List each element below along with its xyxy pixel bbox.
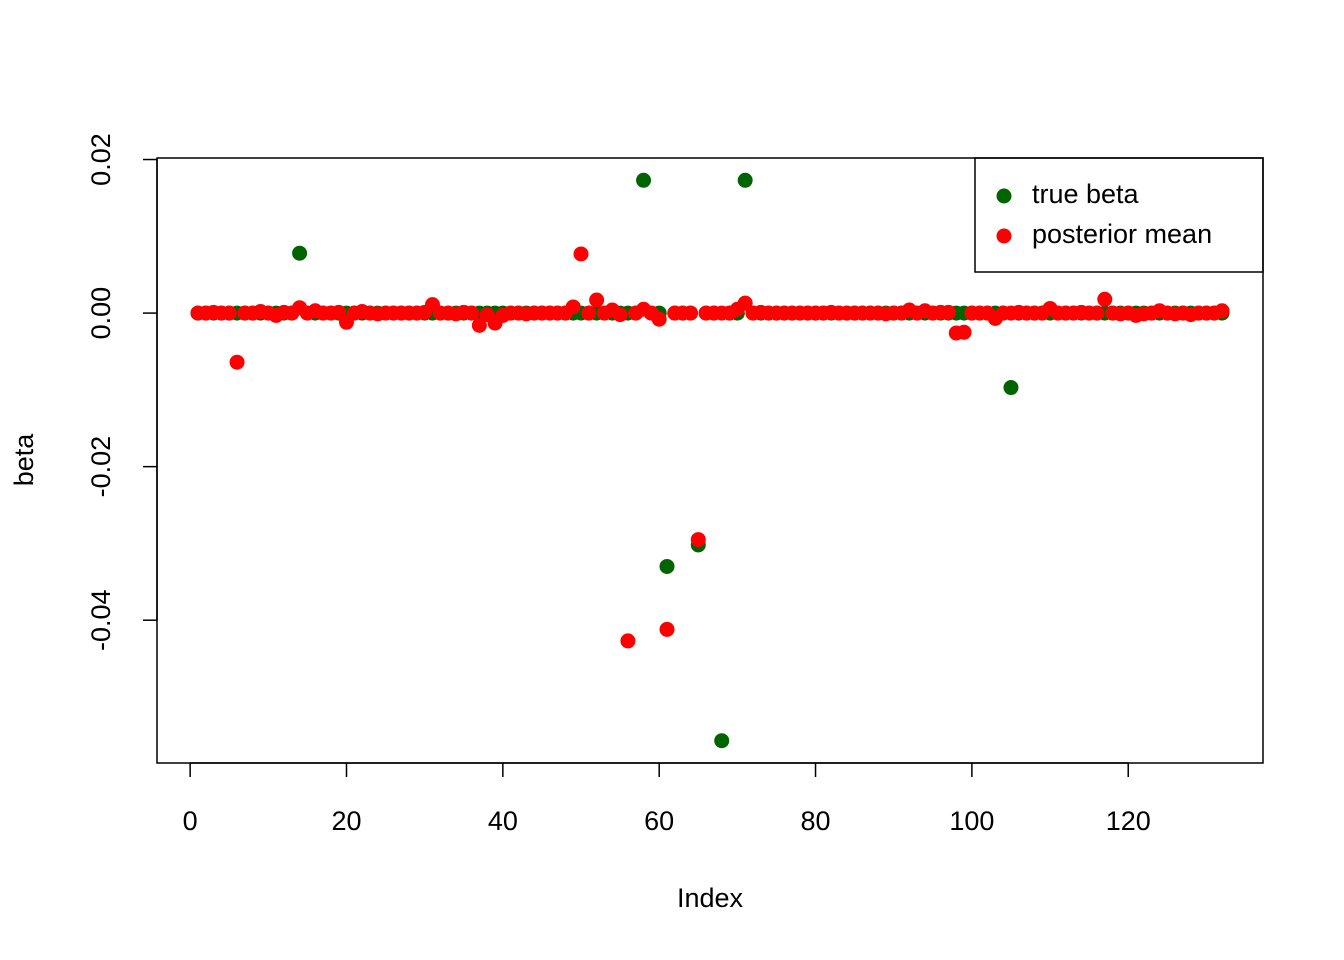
x-axis-label: Index [677,883,744,913]
legend-box [974,157,1264,273]
legend-label: true beta [1032,179,1140,209]
point [471,317,487,333]
y-tick-label: 0.02 [86,133,116,186]
x-tick-label: 100 [949,806,994,836]
point [620,633,636,649]
y-tick-label: -0.02 [86,436,116,498]
point [682,305,698,321]
legend-label: posterior mean [1032,219,1212,249]
point [229,354,245,370]
point [659,621,675,637]
x-tick-label: 20 [331,806,361,836]
point [737,172,753,188]
point [651,311,667,327]
point [690,532,706,548]
point [714,733,730,749]
point [581,305,597,321]
point [573,246,589,262]
point [659,558,675,574]
point [1089,305,1105,321]
x-tick-label: 40 [488,806,518,836]
point [612,307,628,323]
point [636,172,652,188]
y-tick-label: -0.04 [86,589,116,651]
legend-swatch [996,228,1012,244]
x-tick-label: 120 [1106,806,1151,836]
point [221,305,237,321]
x-tick-label: 80 [801,806,831,836]
point [464,305,480,321]
point [1214,303,1230,319]
point [956,324,972,340]
point [1097,291,1113,307]
y-tick-label: 0.00 [86,287,116,340]
point [589,292,605,308]
x-tick-label: 60 [644,806,674,836]
legend-swatch [996,188,1012,204]
point [1003,380,1019,396]
y-axis-label: beta [9,433,39,487]
point [565,299,581,315]
point [292,245,308,261]
x-tick-label: 0 [183,806,198,836]
point [940,304,956,320]
